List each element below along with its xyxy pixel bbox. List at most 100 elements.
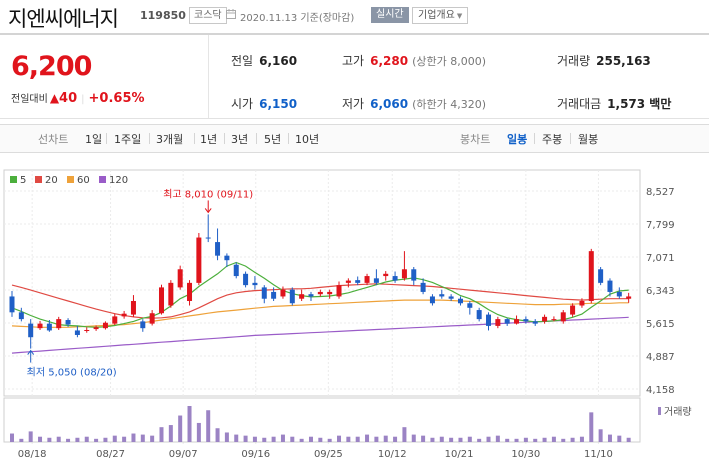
candlestick-chart: 8,527 7,799 7,071 6,343 5,615 4,887 4,158 08/18… bbox=[3, 169, 692, 460]
legend-swatch bbox=[35, 176, 42, 183]
candle-body bbox=[187, 282, 193, 301]
candle-body bbox=[74, 330, 80, 335]
company-overview-dropdown[interactable]: 기업개요 ▼ bbox=[412, 7, 469, 24]
candle-body bbox=[579, 300, 585, 306]
candle-body bbox=[252, 282, 258, 286]
y-tick-label: 6,343 bbox=[646, 286, 675, 297]
candle-body bbox=[327, 291, 333, 295]
candle-body bbox=[289, 289, 295, 304]
tab-1w[interactable]: 1주일 bbox=[114, 133, 142, 146]
tab-divider bbox=[149, 133, 150, 144]
volume-bar bbox=[94, 438, 99, 442]
current-price-panel: 6,200 전일대비 ▲40 | +0.65% bbox=[0, 35, 209, 118]
tab-1y[interactable]: 1년 bbox=[200, 133, 218, 146]
tab-5y[interactable]: 5년 bbox=[264, 133, 282, 146]
volume-bar bbox=[402, 427, 407, 442]
volume-bar bbox=[159, 427, 164, 442]
legend-label: 120 bbox=[109, 175, 128, 186]
volume-bar bbox=[449, 437, 454, 442]
volume-bar bbox=[495, 435, 500, 442]
low-note: 최저 5,050 (08/20) bbox=[27, 367, 117, 379]
candle-body bbox=[495, 319, 501, 326]
tab-monthly[interactable]: 월봉 bbox=[578, 133, 599, 146]
tab-daily[interactable]: 일봉 bbox=[507, 133, 528, 146]
company-overview-label: 기업개요 bbox=[418, 10, 455, 21]
tab-divider bbox=[106, 133, 107, 144]
volume-bar bbox=[439, 436, 444, 442]
candle-body bbox=[9, 296, 15, 313]
volume-bar bbox=[234, 434, 239, 442]
realtime-button[interactable]: 실시간 bbox=[371, 7, 409, 23]
change-value: 40 bbox=[59, 91, 78, 106]
candle-body bbox=[196, 237, 202, 283]
stock-header: 지엔씨에너지 119850 코스닥 2020.11.13 기준(장마감) 실시간… bbox=[0, 0, 709, 32]
volume-bar bbox=[243, 435, 248, 442]
divider: | bbox=[81, 94, 85, 105]
x-tick-label: 08/27 bbox=[96, 449, 125, 460]
volume-bar bbox=[28, 431, 33, 442]
upper-limit: (상한가 8,000) bbox=[412, 55, 486, 68]
stock-code: 119850 bbox=[140, 9, 186, 22]
prev-close-value: 6,160 bbox=[259, 54, 298, 68]
volume-bar bbox=[542, 437, 547, 442]
amount-value: 1,573 백만 bbox=[607, 97, 672, 111]
y-tick-label: 4,158 bbox=[646, 385, 675, 396]
volume-bar bbox=[607, 434, 612, 442]
volume-bar bbox=[626, 437, 631, 442]
volume-bar bbox=[393, 436, 398, 442]
volume-bar bbox=[505, 438, 510, 442]
candle-body bbox=[560, 312, 566, 322]
candle-body bbox=[243, 273, 249, 286]
low-note-arrowhead bbox=[27, 349, 35, 355]
volume-bar bbox=[262, 437, 267, 442]
volume-bar bbox=[206, 410, 211, 442]
volume-bar bbox=[66, 438, 71, 442]
candle-body bbox=[93, 327, 99, 330]
volume-bar bbox=[355, 436, 360, 442]
volume-bar bbox=[365, 434, 370, 442]
calendar-icon bbox=[226, 9, 236, 19]
candle-body bbox=[65, 320, 71, 325]
volume-label: 거래량 bbox=[557, 54, 591, 68]
volume-bar bbox=[84, 436, 89, 442]
tab-3y[interactable]: 3년 bbox=[231, 133, 249, 146]
change-label: 전일대비 bbox=[11, 94, 48, 105]
candle-body bbox=[102, 322, 108, 329]
candle-body bbox=[158, 287, 164, 314]
volume-bar bbox=[598, 429, 603, 442]
volume-bar bbox=[252, 436, 257, 442]
price-chart[interactable]: 8,527 7,799 7,071 6,343 5,615 4,887 4,158 08/18… bbox=[0, 152, 709, 468]
volume-bar bbox=[551, 436, 556, 442]
x-tick-label: 11/10 bbox=[584, 449, 613, 460]
caret-down-icon: ▼ bbox=[456, 12, 463, 20]
y-tick-label: 4,887 bbox=[646, 352, 675, 363]
tab-3m[interactable]: 3개월 bbox=[156, 133, 184, 146]
candle-body bbox=[56, 319, 62, 329]
tab-weekly[interactable]: 주봉 bbox=[542, 133, 563, 146]
price-change: 전일대비 ▲40 | +0.65% bbox=[11, 90, 145, 106]
volume-bar bbox=[168, 425, 173, 442]
candle-body bbox=[439, 294, 445, 297]
candle-body bbox=[467, 303, 473, 308]
candle-body bbox=[130, 300, 136, 315]
low-label: 저가 bbox=[342, 97, 365, 111]
tab-1d[interactable]: 1일 bbox=[85, 133, 103, 146]
x-tick-label: 09/16 bbox=[241, 449, 270, 460]
volume-bar bbox=[112, 435, 117, 442]
tab-divider bbox=[224, 133, 225, 144]
volume-bar bbox=[514, 438, 519, 442]
tab-10y[interactable]: 10년 bbox=[295, 133, 320, 146]
candle-body bbox=[570, 305, 576, 315]
candle-body bbox=[317, 291, 323, 295]
candle-body bbox=[177, 269, 183, 288]
candle-body bbox=[429, 296, 435, 304]
candle-body bbox=[168, 282, 174, 306]
candle-body bbox=[37, 323, 43, 329]
candle-body bbox=[149, 313, 155, 324]
candle-body bbox=[514, 319, 520, 324]
volume-bar bbox=[458, 437, 463, 442]
high-note: 최고 8,010 (09/11) bbox=[163, 188, 253, 200]
volume-bar bbox=[374, 436, 379, 442]
candle-body bbox=[308, 294, 314, 297]
candle-body bbox=[504, 319, 510, 324]
